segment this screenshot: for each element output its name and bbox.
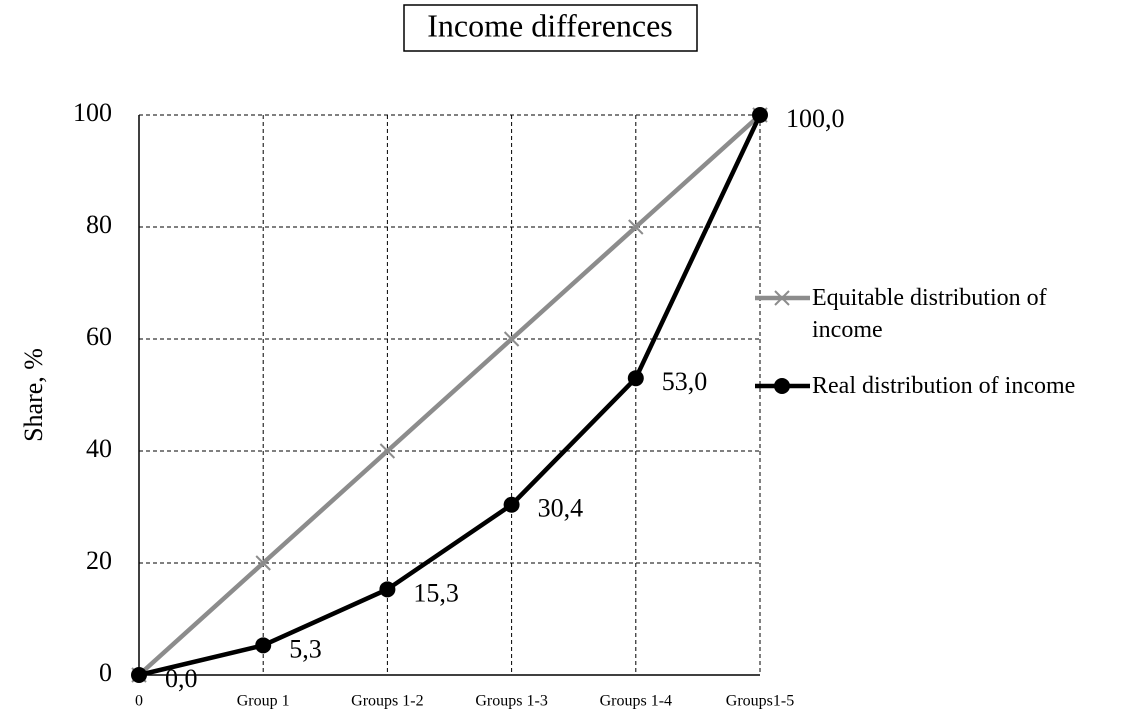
x-tick-label: Groups 1-2 xyxy=(351,693,423,710)
y-tick-label: 20 xyxy=(86,546,112,575)
point xyxy=(628,219,644,235)
y-axis-label: Share, % xyxy=(19,348,48,442)
series-line xyxy=(138,114,763,678)
x-tick-label: 0 xyxy=(135,693,143,710)
legend-label: Real distribution of income xyxy=(812,373,1076,399)
point xyxy=(255,555,271,571)
y-tick-label: 40 xyxy=(86,434,112,463)
y-tick-label: 60 xyxy=(86,322,112,351)
point xyxy=(503,331,520,347)
data-label: 5,3 xyxy=(289,634,322,663)
point xyxy=(379,443,396,459)
x-tick-label: Groups 1-4 xyxy=(600,693,672,710)
data-label: 100,0 xyxy=(786,104,845,133)
point xyxy=(503,496,520,513)
data-label: 0,0 xyxy=(165,664,198,693)
chart-title: Income differences xyxy=(427,7,673,43)
point xyxy=(774,378,790,394)
point xyxy=(131,667,147,683)
legend-label: Equitable distribution of income xyxy=(812,285,1047,343)
y-tick-label: 100 xyxy=(73,98,112,127)
x-tick-label: Groups1-5 xyxy=(726,693,794,710)
point xyxy=(255,637,272,654)
x-tick-label: Groups 1-3 xyxy=(475,693,547,710)
data-label: 30,4 xyxy=(538,494,584,523)
title-box xyxy=(403,4,698,52)
point xyxy=(752,107,768,123)
point xyxy=(627,370,644,387)
data-label: 53,0 xyxy=(662,367,708,396)
data-label: 15,3 xyxy=(413,578,459,607)
y-tick-label: 80 xyxy=(86,210,112,239)
point xyxy=(379,581,396,598)
y-tick-label: 0 xyxy=(99,658,112,687)
x-tick-label: Group 1 xyxy=(237,693,290,710)
series-line xyxy=(137,113,762,677)
point xyxy=(774,290,790,306)
